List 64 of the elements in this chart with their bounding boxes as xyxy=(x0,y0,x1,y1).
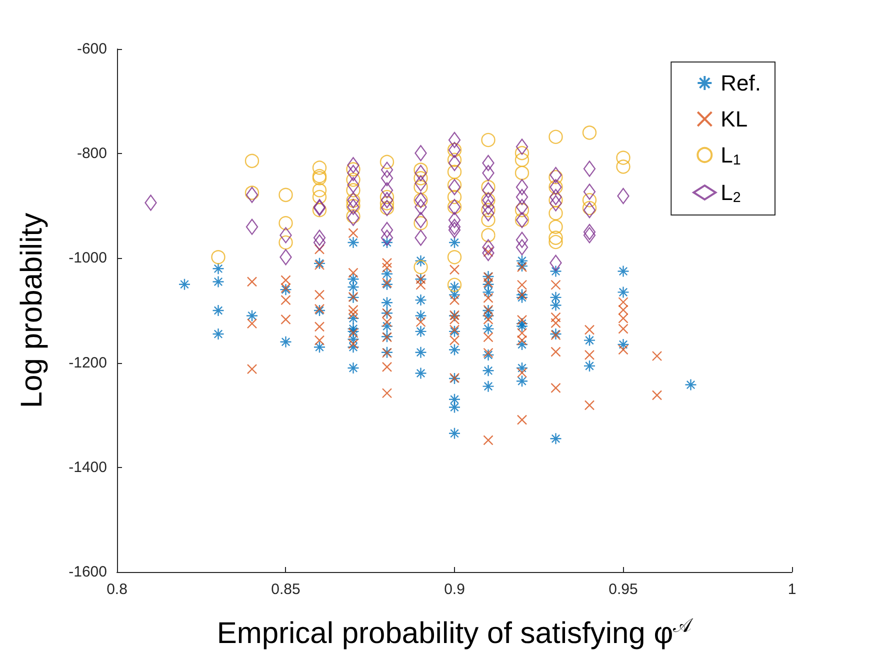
point xyxy=(548,220,563,234)
point xyxy=(548,193,563,208)
point xyxy=(312,190,327,204)
point xyxy=(346,198,360,213)
point xyxy=(582,126,597,140)
y-tick-label: -1600 xyxy=(68,564,107,580)
x-tick-label: 0.95 xyxy=(608,581,638,598)
point xyxy=(278,188,293,202)
point xyxy=(346,162,360,176)
y-tick-label: -1200 xyxy=(68,354,107,372)
y-axis-title: Log probability xyxy=(16,212,48,408)
point xyxy=(514,166,530,180)
y-tick-label: -800 xyxy=(76,145,107,162)
legend-label: KL xyxy=(720,106,748,132)
point xyxy=(481,228,496,242)
point xyxy=(481,212,496,228)
point xyxy=(414,260,428,274)
x-tick-label: 1 xyxy=(788,581,796,598)
point xyxy=(548,130,563,144)
point xyxy=(414,171,428,186)
point xyxy=(414,180,428,194)
point xyxy=(346,209,360,224)
point xyxy=(616,160,630,174)
point xyxy=(548,170,563,184)
point xyxy=(447,178,462,192)
point xyxy=(447,278,462,292)
point xyxy=(312,202,327,218)
y-tick-label: -1000 xyxy=(68,250,107,267)
point xyxy=(244,186,260,200)
point xyxy=(346,183,360,198)
point xyxy=(548,234,563,250)
y-tick-label: -1400 xyxy=(68,458,107,476)
point xyxy=(447,164,462,179)
legend-label: Ref. xyxy=(720,70,762,96)
y-tick-label: -600 xyxy=(76,40,107,58)
point xyxy=(380,196,394,210)
point xyxy=(582,193,597,208)
point xyxy=(582,200,597,216)
point xyxy=(312,183,327,198)
point xyxy=(548,206,563,220)
point xyxy=(211,250,226,264)
point xyxy=(447,250,462,264)
point xyxy=(414,162,428,177)
point xyxy=(278,216,293,230)
point xyxy=(481,180,496,194)
x-tick-label: 0.8 xyxy=(106,581,128,598)
point xyxy=(514,152,530,167)
point xyxy=(514,146,530,160)
point xyxy=(447,152,462,167)
point xyxy=(312,160,327,175)
point xyxy=(481,202,496,218)
point xyxy=(244,154,260,168)
point xyxy=(514,202,530,218)
point xyxy=(616,150,630,165)
point xyxy=(447,190,462,204)
point xyxy=(380,154,394,170)
point xyxy=(414,216,428,230)
point xyxy=(278,235,293,250)
point xyxy=(346,172,360,187)
x-tick-label: 0.85 xyxy=(271,581,300,598)
x-tick-label: 0.9 xyxy=(444,581,465,598)
point xyxy=(548,230,563,245)
point xyxy=(380,190,394,204)
point xyxy=(481,132,496,148)
